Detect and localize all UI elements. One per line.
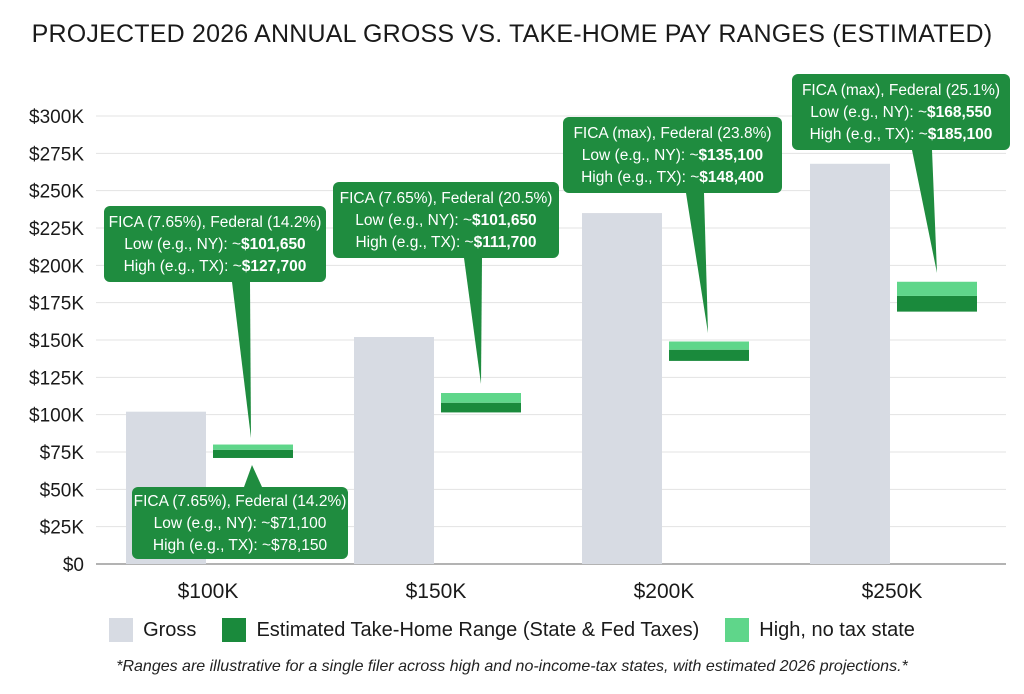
callout-text: Low (e.g., NY): ~$71,100 (154, 515, 327, 532)
y-tick-label: $100K (29, 406, 84, 427)
callout-text: High (e.g., TX): ~$78,150 (153, 537, 328, 554)
callout-box (792, 74, 1010, 150)
callout-box (104, 206, 326, 282)
chart-plot: $0 $25K $50K $75K $100K $125K $150K $175K $200K $… (29, 74, 1010, 603)
callout-text: FICA (max), Federal (23.8%) (573, 125, 771, 142)
callout-pointer (464, 258, 482, 384)
legend-item-gross: Gross (109, 618, 196, 642)
chart-legend: Gross Estimated Take-Home Range (State &… (0, 618, 1024, 642)
legend-swatch-high-no-tax (725, 618, 750, 642)
callout-text: High (e.g., TX): ~$148,400 (581, 169, 764, 186)
legend-item-high-no-tax: High, no tax state (725, 618, 915, 642)
callout-text: High (e.g., TX): ~$185,100 (810, 126, 993, 143)
x-tick-label: $150K (406, 580, 467, 603)
callout-text: Low (e.g., NY): ~$101,650 (124, 236, 305, 253)
y-tick-label: $250K (29, 182, 84, 203)
chart-title: PROJECTED 2026 ANNUAL GROSS VS. TAKE-HOM… (31, 20, 993, 48)
legend-label-take-home: Estimated Take-Home Range (State & Fed T… (256, 618, 700, 641)
y-tick-label: $225K (29, 219, 84, 240)
high-no-tax-bar (669, 341, 749, 350)
callout-text: Low (e.g., NY): ~$168,550 (810, 104, 991, 121)
legend-item-take-home: Estimated Take-Home Range (State & Fed T… (222, 618, 699, 642)
y-tick-label: $75K (40, 443, 85, 464)
callout-text: FICA (max), Federal (25.1%) (802, 82, 1000, 99)
gross-bar (582, 213, 662, 565)
callout-text: Low (e.g., NY): ~$135,100 (582, 147, 763, 164)
legend-label-high-no-tax: High, no tax state (759, 618, 915, 641)
take-home-range-bar (897, 295, 977, 312)
take-home-range-bar (213, 449, 293, 458)
y-tick-label: $0 (63, 555, 84, 576)
y-tick-label: $50K (40, 480, 85, 501)
callout-pointer (686, 193, 708, 333)
high-no-tax-bar (897, 281, 977, 296)
y-tick-label: $275K (29, 144, 84, 165)
x-tick-label: $250K (862, 580, 923, 603)
callout-text: FICA (7.65%), Federal (20.5%) (340, 190, 553, 207)
callout-text: Low (e.g., NY): ~$101,650 (355, 212, 536, 229)
take-home-range-bar (441, 402, 521, 413)
high-no-tax-bar (441, 393, 521, 403)
callout-text: FICA (7.65%), Federal (14.2%) (134, 493, 347, 510)
legend-swatch-take-home (222, 618, 247, 642)
legend-swatch-gross (109, 618, 134, 642)
callout-box (132, 487, 348, 559)
legend-label-gross: Gross (143, 618, 197, 641)
callout-pointer (232, 282, 251, 438)
x-tick-label: $100K (178, 580, 239, 603)
chart-footnote: *Ranges are illustrative for a single fi… (116, 658, 908, 675)
y-tick-label: $150K (29, 331, 84, 352)
high-no-tax-bar (213, 444, 293, 450)
callout-text: High (e.g., TX): ~$127,700 (124, 258, 307, 275)
callout-box (333, 182, 559, 258)
y-tick-label: $175K (29, 294, 84, 315)
callout-pointer (244, 465, 262, 487)
gross-bar (354, 337, 434, 564)
y-tick-label: $300K (29, 107, 84, 128)
y-tick-label: $125K (29, 368, 84, 389)
callout-text: High (e.g., TX): ~$111,700 (355, 234, 536, 251)
callout-text: FICA (7.65%), Federal (14.2%) (109, 214, 322, 231)
x-tick-label: $200K (634, 580, 695, 603)
y-tick-label: $200K (29, 256, 84, 277)
callout-pointer (912, 150, 937, 273)
callout-box (563, 117, 782, 193)
y-tick-label: $25K (40, 518, 85, 539)
gross-bar (810, 163, 890, 564)
take-home-range-bar (669, 349, 749, 361)
